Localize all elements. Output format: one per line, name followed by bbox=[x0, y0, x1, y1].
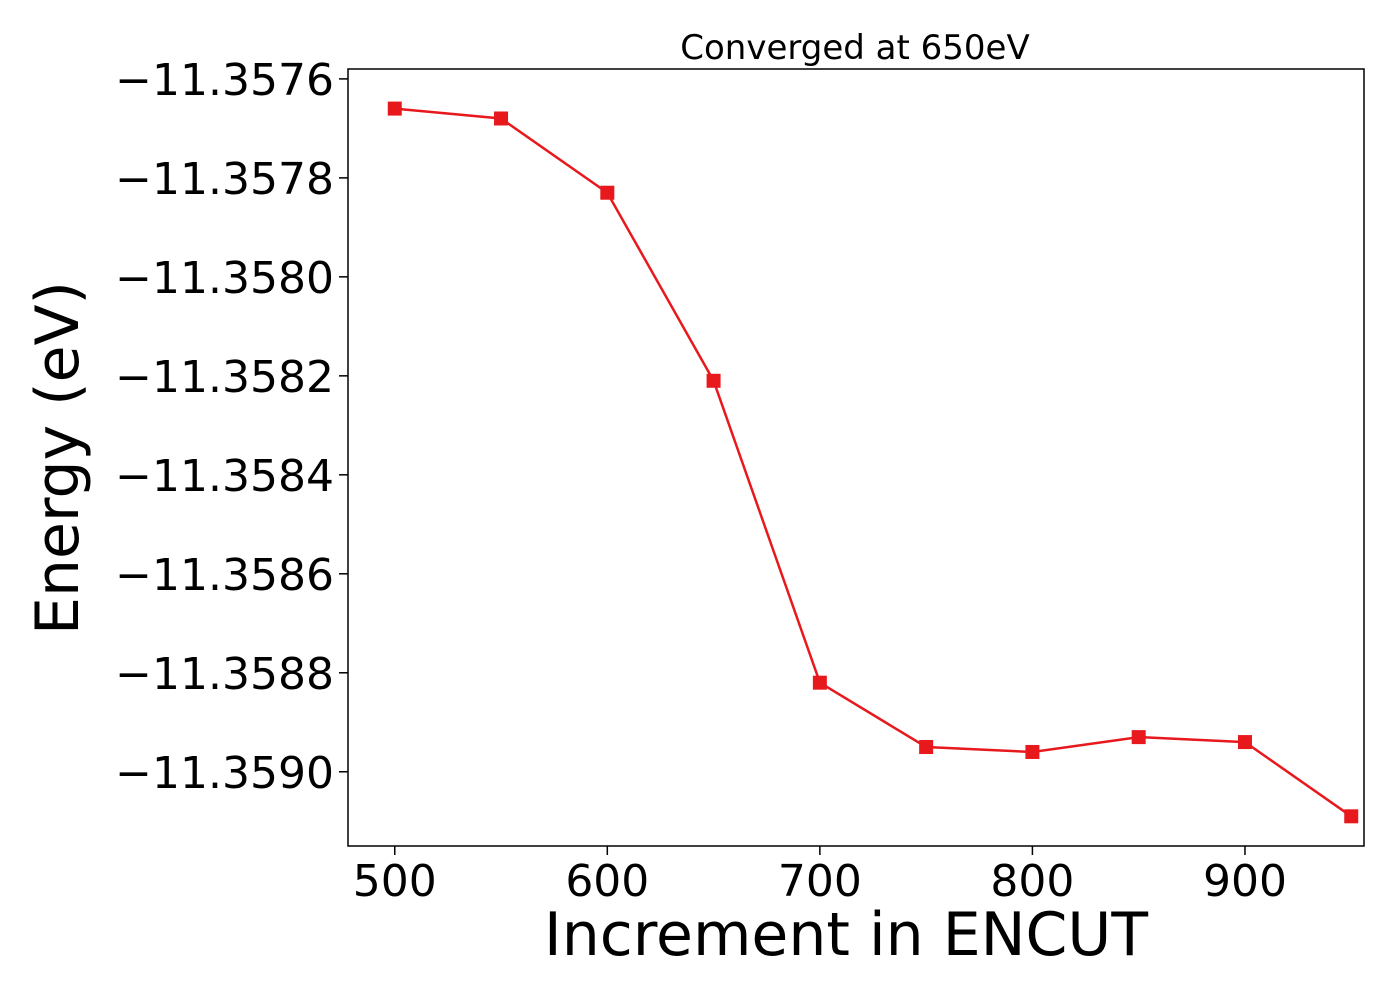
data-point-marker bbox=[1025, 744, 1040, 759]
data-point-marker bbox=[1237, 735, 1252, 750]
x-tick-label: 800 bbox=[990, 856, 1074, 907]
data-point-marker bbox=[387, 101, 402, 116]
x-tick-label: 700 bbox=[778, 856, 862, 907]
series-line bbox=[394, 107, 1352, 818]
y-axis-ticks: −11.3576 −11.3578 −11.3580 −11.3582 −11.3584… bbox=[115, 55, 348, 799]
x-axis-label: Increment in ENCUT bbox=[544, 900, 1148, 970]
data-point-marker bbox=[706, 373, 721, 388]
x-tick-label: 500 bbox=[353, 856, 437, 907]
data-point-marker bbox=[812, 675, 827, 690]
y-tick-label: −11.3590 bbox=[115, 748, 334, 799]
y-axis-label: Energy (eV) bbox=[23, 281, 93, 635]
data-point-marker bbox=[600, 185, 615, 200]
y-tick-label: −11.3584 bbox=[115, 451, 334, 502]
y-tick-label: −11.3582 bbox=[115, 352, 334, 403]
y-tick-label: −11.3586 bbox=[115, 550, 334, 601]
x-tick-label: 600 bbox=[565, 856, 649, 907]
plot-frame bbox=[347, 68, 1365, 847]
x-tick-label: 900 bbox=[1203, 856, 1287, 907]
y-tick-label: −11.3578 bbox=[115, 154, 334, 205]
data-point-marker bbox=[919, 740, 934, 755]
y-tick-label: −11.3588 bbox=[115, 649, 334, 700]
y-tick-label: −11.3576 bbox=[115, 55, 334, 106]
x-axis-ticks: 500 600 700 800 900 bbox=[353, 846, 1287, 907]
chart-title: Converged at 650eV bbox=[680, 28, 1029, 68]
data-point-marker bbox=[494, 111, 509, 126]
series-group bbox=[387, 101, 1359, 824]
data-point-marker bbox=[1344, 809, 1359, 824]
y-tick-label: −11.3580 bbox=[115, 253, 334, 304]
data-point-marker bbox=[1131, 730, 1146, 745]
